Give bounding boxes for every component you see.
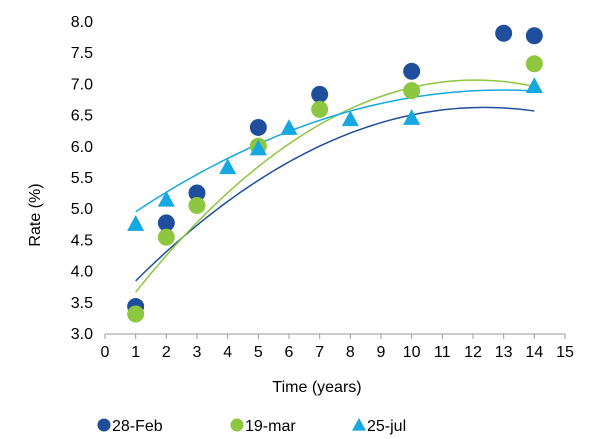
y-tick-label: 7.0 — [71, 76, 93, 93]
x-tick-label: 15 — [556, 344, 574, 361]
legend-label: 25-jul — [367, 418, 406, 435]
y-tick-label: 3.0 — [71, 326, 93, 343]
y-tick-label: 5.5 — [71, 170, 93, 187]
y-tick-label: 5.0 — [71, 201, 93, 218]
x-tick-label: 14 — [525, 344, 543, 361]
x-axis-ticks: 0 1 2 3 4 5 6 7 8 9 10 11 12 13 14 15 — [101, 334, 574, 361]
y-tick-label: 6.5 — [71, 108, 93, 125]
data-point-28-feb — [249, 118, 267, 136]
data-point-25-jul — [127, 215, 145, 231]
y-tick-label: 4.0 — [71, 264, 93, 281]
data-point-28-feb — [525, 27, 543, 45]
legend-label: 28-Feb — [112, 418, 163, 435]
x-tick-label: 2 — [162, 344, 171, 361]
data-point-25-jul — [525, 77, 543, 94]
x-tick-label: 10 — [403, 344, 421, 361]
y-tick-label: 3.5 — [71, 295, 93, 312]
data-point-19-mar — [403, 82, 421, 100]
x-tick-label: 11 — [434, 344, 451, 361]
data-point-19-mar — [188, 196, 206, 214]
trendline-28-feb — [135, 106, 535, 282]
x-tick-label: 7 — [315, 344, 324, 361]
data-point-19-mar — [311, 100, 329, 118]
x-tick-label: 8 — [346, 344, 355, 361]
legend-triangle-icon — [352, 418, 366, 431]
y-axis-ticks: 3.0 3.5 4.0 4.5 5.0 5.5 6.0 6.5 7.0 7.5 8.0 — [71, 14, 93, 343]
x-tick-label: 0 — [101, 344, 110, 361]
data-point-25-jul — [157, 190, 175, 207]
y-tick-label: 4.5 — [71, 232, 93, 249]
y-axis-title: Rate (%) — [27, 183, 44, 246]
y-tick-label: 7.5 — [71, 45, 93, 62]
data-point-28-feb — [157, 214, 175, 232]
x-axis-title: Time (years) — [272, 379, 361, 396]
x-tick-label: 9 — [377, 344, 386, 361]
legend-circle-icon — [97, 418, 111, 432]
x-tick-label: 1 — [131, 344, 140, 361]
trendline-25-jul — [135, 89, 535, 213]
data-point-28-feb — [188, 184, 206, 202]
y-tick-label: 6.0 — [71, 139, 93, 156]
y-tick-label: 8.0 — [71, 14, 93, 31]
data-point-19-mar — [157, 228, 175, 246]
x-tick-label: 6 — [285, 344, 294, 361]
x-tick-label: 13 — [495, 344, 513, 361]
data-point-19-mar — [127, 305, 145, 323]
legend: 28-Feb 19-mar 25-jul — [97, 418, 406, 435]
data-point-25-jul — [249, 139, 267, 156]
data-point-25-jul — [341, 110, 359, 127]
data-point-28-feb — [311, 85, 329, 103]
data-point-25-jul — [219, 158, 237, 175]
data-point-28-feb — [403, 62, 421, 80]
legend-label: 19-mar — [245, 418, 296, 435]
data-point-19-mar — [525, 55, 543, 73]
x-tick-label: 12 — [464, 344, 482, 361]
data-point-28-feb — [495, 24, 513, 42]
legend-circle-icon — [230, 418, 244, 432]
x-tick-label: 4 — [223, 344, 232, 361]
data-point-25-jul — [403, 109, 421, 125]
data-point-25-jul — [280, 119, 298, 135]
x-tick-label: 3 — [193, 344, 202, 361]
trendlines — [135, 79, 535, 293]
data-markers — [127, 24, 543, 323]
x-tick-label: 5 — [254, 344, 263, 361]
